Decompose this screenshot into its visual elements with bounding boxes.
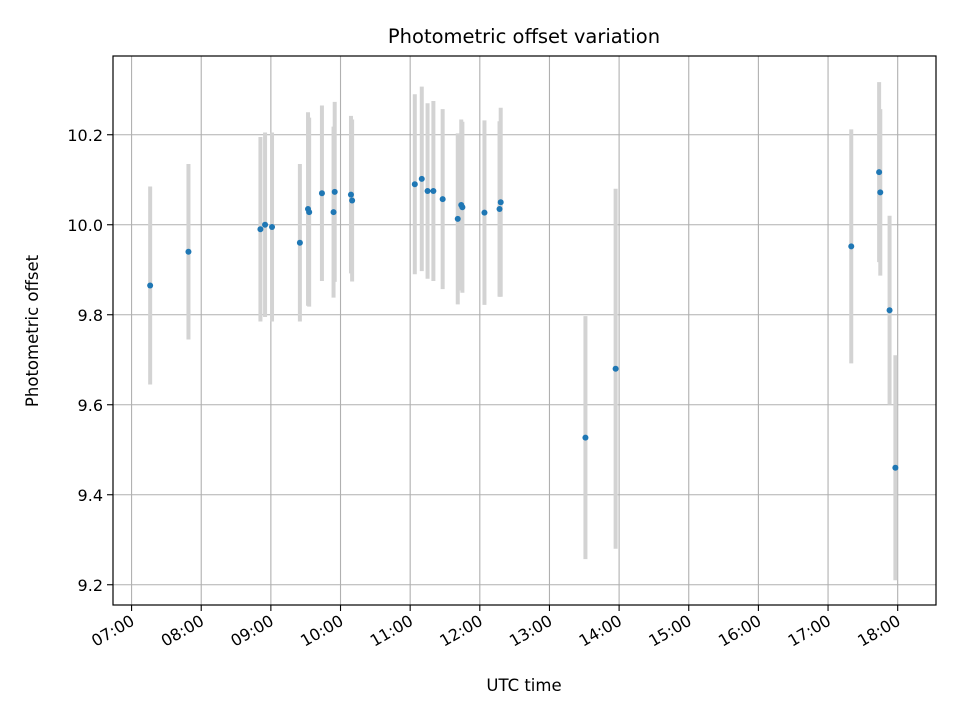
data-point bbox=[848, 243, 855, 250]
data-point bbox=[439, 196, 446, 203]
data-point bbox=[481, 209, 488, 216]
data-point bbox=[496, 206, 503, 212]
data-point bbox=[296, 239, 303, 246]
data-point bbox=[454, 215, 461, 222]
y-tick-label: 9.4 bbox=[78, 486, 103, 505]
data-point bbox=[269, 224, 276, 230]
plot-frame bbox=[112, 55, 937, 606]
data-point bbox=[418, 175, 425, 182]
data-point bbox=[185, 248, 192, 255]
y-tick-label: 9.6 bbox=[78, 396, 103, 415]
data-point bbox=[497, 199, 504, 206]
data-point bbox=[349, 197, 356, 204]
data-point bbox=[892, 464, 899, 471]
data-point bbox=[459, 204, 466, 211]
data-point bbox=[424, 188, 431, 194]
y-tick-label: 9.2 bbox=[78, 576, 103, 595]
data-point bbox=[331, 188, 338, 195]
data-point bbox=[262, 221, 269, 228]
y-tick-label: 10.0 bbox=[67, 216, 103, 235]
data-points bbox=[147, 169, 899, 471]
data-point bbox=[330, 209, 337, 216]
data-point bbox=[347, 191, 354, 198]
data-point bbox=[612, 365, 619, 372]
data-point bbox=[306, 209, 313, 216]
data-point bbox=[411, 181, 418, 188]
x-axis-label: UTC time bbox=[486, 676, 561, 695]
y-axis-label: Photometric offset bbox=[23, 254, 42, 407]
data-point bbox=[147, 282, 154, 289]
y-tick-label: 9.8 bbox=[78, 306, 103, 325]
data-point bbox=[886, 307, 893, 314]
data-point bbox=[582, 434, 589, 441]
y-axis: 9.2 9.4 9.6 9.8 10.0 10.2 bbox=[67, 126, 113, 595]
chart-title: Photometric offset variation bbox=[388, 25, 660, 48]
y-tick-label: 10.2 bbox=[67, 126, 103, 145]
data-point bbox=[430, 188, 437, 194]
data-point bbox=[318, 190, 325, 197]
data-point bbox=[257, 226, 264, 233]
data-point bbox=[877, 189, 884, 196]
data-point bbox=[876, 169, 883, 176]
